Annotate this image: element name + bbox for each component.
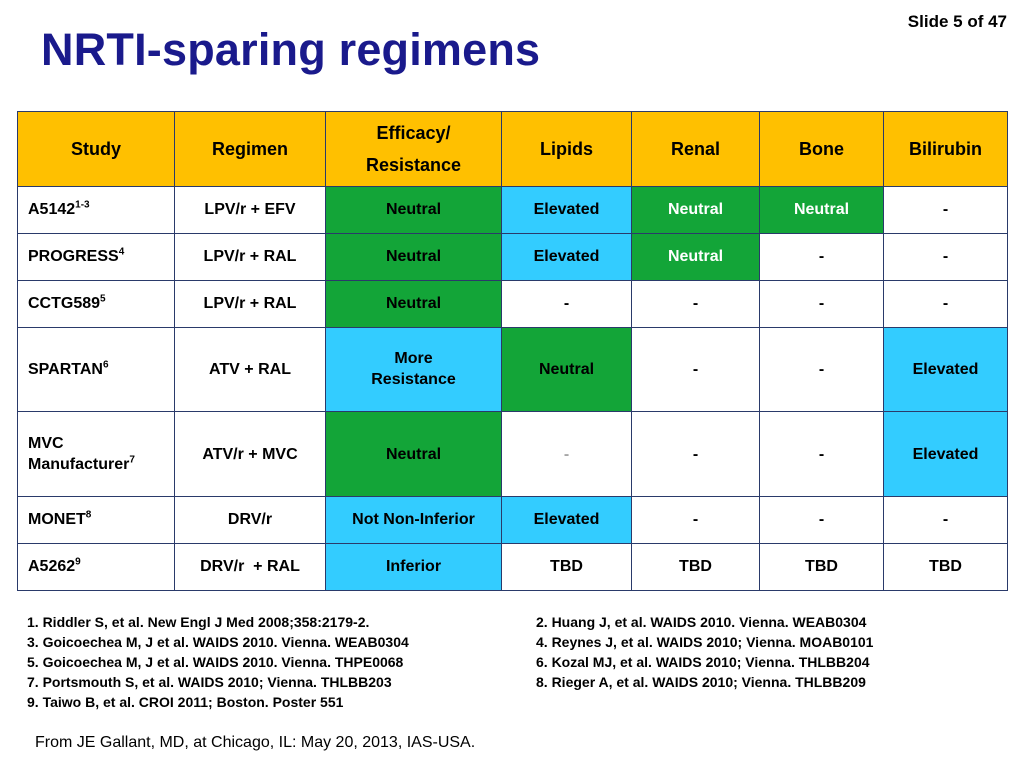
header-regimen: Regimen (174, 111, 326, 187)
study-name: MONET (28, 511, 86, 529)
efficacy-cell: More Resistance (325, 326, 502, 413)
regimen-cell: DRV/r + RAL (174, 543, 326, 591)
table-row: MONET8 DRV/r Not Non-Inferior Elevated -… (17, 496, 1008, 545)
efficacy-text: More Resistance (371, 349, 456, 389)
efficacy-cell: Neutral (325, 411, 502, 498)
reference-item: 7. Portsmouth S, et al. WAIDS 2010; Vien… (27, 674, 392, 690)
bilirubin-cell: Elevated (883, 411, 1008, 498)
table-row: A51421-3 LPV/r + EFV Neutral Elevated Ne… (17, 186, 1008, 234)
reference-item: 2. Huang J, et al. WAIDS 2010. Vienna. W… (536, 614, 867, 630)
header-renal: Renal (631, 111, 760, 187)
lipids-cell: Elevated (501, 186, 632, 234)
study-name: MVC Manufacturer (28, 434, 130, 474)
table-row: SPARTAN6 ATV + RAL More Resistance Neutr… (17, 326, 1008, 413)
study-reference: 5 (100, 293, 106, 305)
study-cell: PROGRESS4 (17, 232, 175, 281)
lipids-cell: - (501, 411, 632, 498)
efficacy-cell: Neutral (325, 186, 502, 234)
bone-cell: - (759, 232, 884, 281)
references: 1. Riddler S, et al. New Engl J Med 2008… (27, 612, 1007, 712)
study-cell: MVC Manufacturer7 (17, 411, 175, 498)
study-name: PROGRESS (28, 247, 119, 265)
source-credit: From JE Gallant, MD, at Chicago, IL: May… (35, 734, 476, 751)
renal-cell: - (631, 496, 760, 545)
study-reference: 8 (85, 510, 92, 522)
slide-number: Slide 5 of 47 (907, 12, 1007, 31)
study-cell: MONET8 (17, 496, 175, 545)
study-cell: A51421-3 (17, 186, 175, 234)
regimens-table: Study Regimen Efficacy/ Resistance Lipid… (17, 111, 1008, 591)
slide-title: NRTI-sparing regimens (41, 24, 541, 75)
bilirubin-cell: - (883, 496, 1008, 545)
lipids-cell: TBD (501, 543, 632, 591)
efficacy-cell: Neutral (325, 279, 502, 328)
renal-cell: TBD (631, 543, 760, 591)
reference-item: 8. Rieger A, et al. WAIDS 2010; Vienna. … (536, 674, 866, 690)
reference-row: 9. Taiwo B, et al. CROI 2011; Boston. Po… (27, 692, 1007, 712)
reference-row: 5. Goicoechea M, J et al. WAIDS 2010. Vi… (27, 652, 1007, 672)
bilirubin-cell: TBD (883, 543, 1008, 591)
reference-row: 1. Riddler S, et al. New Engl J Med 2008… (27, 612, 1007, 632)
renal-cell: Neutral (631, 186, 760, 234)
study-reference: 1-3 (75, 199, 90, 211)
lipids-cell: Elevated (501, 496, 632, 545)
reference-row: 3. Goicoechea M, J et al. WAIDS 2010. Vi… (27, 632, 1007, 652)
efficacy-cell: Not Non-Inferior (325, 496, 502, 545)
renal-cell: Neutral (631, 232, 760, 281)
bone-cell: - (759, 411, 884, 498)
reference-item: 4. Reynes J, et al. WAIDS 2010; Vienna. … (536, 634, 874, 650)
table-header-row: Study Regimen Efficacy/ Resistance Lipid… (17, 111, 1008, 187)
study-reference: 6 (102, 359, 109, 371)
header-bilirubin: Bilirubin (883, 111, 1008, 187)
renal-cell: - (631, 326, 760, 413)
study-cell: A52629 (17, 543, 175, 591)
header-study: Study (17, 111, 175, 187)
study-reference: 7 (129, 455, 135, 467)
table-row: A52629 DRV/r + RAL Inferior TBD TBD TBD … (17, 543, 1008, 591)
table-row: MVC Manufacturer7 ATV/r + MVC Neutral - … (17, 411, 1008, 498)
regimen-cell: LPV/r + RAL (174, 279, 326, 328)
lipids-cell: Elevated (501, 232, 632, 281)
table-row: PROGRESS4 LPV/r + RAL Neutral Elevated N… (17, 232, 1008, 281)
efficacy-cell: Inferior (325, 543, 502, 591)
bilirubin-cell: Elevated (883, 326, 1008, 413)
study-name: SPARTAN (28, 360, 103, 378)
header-efficacy-resistance-label: Efficacy/ Resistance (365, 122, 462, 175)
regimen-cell: LPV/r + RAL (174, 232, 326, 281)
efficacy-cell: Neutral (325, 232, 502, 281)
header-bone: Bone (759, 111, 884, 187)
reference-item: 6. Kozal MJ, et al. WAIDS 2010; Vienna. … (536, 654, 870, 670)
bilirubin-cell: - (883, 279, 1008, 328)
reference-item: 1. Riddler S, et al. New Engl J Med 2008… (27, 614, 370, 630)
reference-item: 5. Goicoechea M, J et al. WAIDS 2010. Vi… (27, 654, 404, 670)
study-reference: 4 (118, 246, 125, 258)
regimen-cell: ATV + RAL (174, 326, 326, 413)
bone-cell: Neutral (759, 186, 884, 234)
renal-cell: - (631, 279, 760, 328)
header-efficacy-resistance: Efficacy/ Resistance (325, 111, 502, 187)
lipids-cell: - (501, 279, 632, 328)
study-cell: CCTG5895 (17, 279, 175, 328)
reference-item: 3. Goicoechea M, J et al. WAIDS 2010. Vi… (27, 634, 409, 650)
bilirubin-cell: - (883, 186, 1008, 234)
study-cell: SPARTAN6 (17, 326, 175, 413)
header-lipids: Lipids (501, 111, 632, 187)
regimen-cell: DRV/r (174, 496, 326, 545)
regimen-cell: ATV/r + MVC (174, 411, 326, 498)
bone-cell: - (759, 326, 884, 413)
study-name: A5142 (28, 201, 76, 219)
bone-cell: TBD (759, 543, 884, 591)
study-name: A5262 (28, 558, 76, 576)
study-reference: 9 (75, 556, 81, 568)
reference-row: 7. Portsmouth S, et al. WAIDS 2010; Vien… (27, 672, 1007, 692)
regimen-cell: LPV/r + EFV (174, 186, 326, 234)
study-name: CCTG589 (28, 294, 101, 312)
lipids-cell: Neutral (501, 326, 632, 413)
bone-cell: - (759, 279, 884, 328)
bone-cell: - (759, 496, 884, 545)
bilirubin-cell: - (883, 232, 1008, 281)
renal-cell: - (631, 411, 760, 498)
reference-item: 9. Taiwo B, et al. CROI 2011; Boston. Po… (27, 694, 344, 710)
table-row: CCTG5895 LPV/r + RAL Neutral - - - - (17, 279, 1008, 328)
